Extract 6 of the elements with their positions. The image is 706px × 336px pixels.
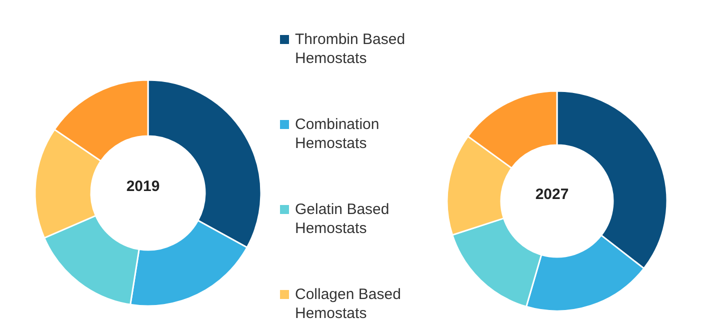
legend-label: Gelatin Based Hemostats: [295, 200, 390, 238]
legend-label: Collagen Based Hemostats: [295, 285, 402, 323]
legend-label: Combination Hemostats: [295, 115, 380, 153]
legend-label: Thrombin Based Hemostats: [295, 30, 406, 68]
text: 2027: [534, 186, 570, 203]
text: 2019: [125, 178, 161, 195]
